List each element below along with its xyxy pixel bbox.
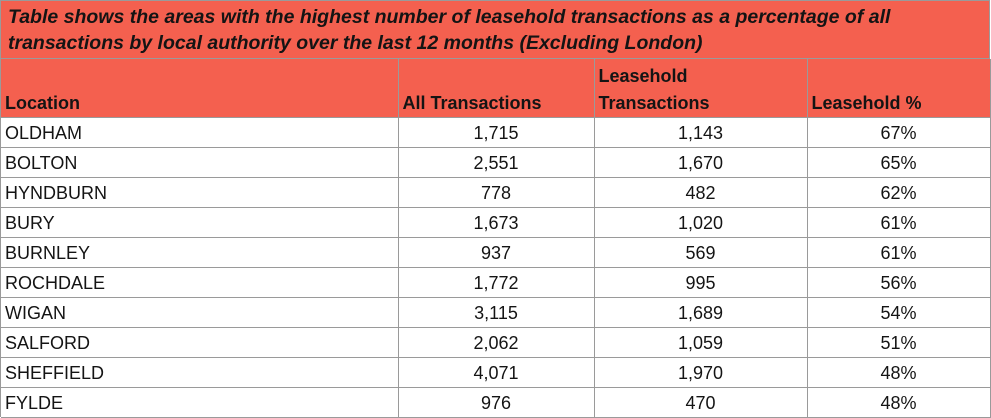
cell-location: BURY: [1, 207, 399, 238]
cell-leasehold-percent: 65%: [807, 147, 991, 178]
cell-all-transactions: 1,772: [398, 267, 595, 298]
header-all-transactions: All Transactions: [398, 59, 595, 118]
cell-all-transactions: 778: [398, 177, 595, 208]
cell-leasehold-transactions: 470: [594, 387, 808, 418]
cell-leasehold-percent: 61%: [807, 237, 991, 268]
cell-leasehold-percent: 48%: [807, 387, 991, 418]
table-row: SHEFFIELD 4,071 1,970 48%: [1, 357, 991, 388]
header-leasehold-line1: Leasehold: [598, 65, 688, 86]
header-leasehold-transactions: Leasehold Transactions: [594, 59, 808, 118]
cell-leasehold-transactions: 569: [594, 237, 808, 268]
cell-location: HYNDBURN: [1, 177, 399, 208]
cell-leasehold-transactions: 1,143: [594, 117, 808, 148]
table-row: ROCHDALE 1,772 995 56%: [1, 267, 991, 298]
cell-leasehold-transactions: 1,970: [594, 357, 808, 388]
cell-leasehold-percent: 51%: [807, 327, 991, 358]
header-leasehold-percent: Leasehold %: [807, 59, 991, 118]
cell-leasehold-transactions: 1,670: [594, 147, 808, 178]
cell-all-transactions: 937: [398, 237, 595, 268]
table-row: FYLDE 976 470 48%: [1, 387, 991, 418]
table-row: OLDHAM 1,715 1,143 67%: [1, 117, 991, 148]
cell-all-transactions: 4,071: [398, 357, 595, 388]
cell-all-transactions: 3,115: [398, 297, 595, 328]
table-row: WIGAN 3,115 1,689 54%: [1, 297, 991, 328]
cell-all-transactions: 976: [398, 387, 595, 418]
cell-location: OLDHAM: [1, 117, 399, 148]
cell-leasehold-percent: 67%: [807, 117, 991, 148]
table-row: HYNDBURN 778 482 62%: [1, 177, 991, 208]
cell-location: BURNLEY: [1, 237, 399, 268]
cell-location: SALFORD: [1, 327, 399, 358]
table-body: OLDHAM 1,715 1,143 67% BOLTON 2,551 1,67…: [1, 117, 991, 418]
cell-location: BOLTON: [1, 147, 399, 178]
cell-leasehold-transactions: 1,689: [594, 297, 808, 328]
cell-leasehold-percent: 48%: [807, 357, 991, 388]
cell-leasehold-transactions: 482: [594, 177, 808, 208]
header-leasehold-line2: Transactions: [598, 92, 710, 113]
table-row: SALFORD 2,062 1,059 51%: [1, 327, 991, 358]
cell-all-transactions: 1,673: [398, 207, 595, 238]
cell-leasehold-transactions: 995: [594, 267, 808, 298]
cell-location: WIGAN: [1, 297, 399, 328]
cell-leasehold-transactions: 1,020: [594, 207, 808, 238]
cell-all-transactions: 2,551: [398, 147, 595, 178]
cell-location: FYLDE: [1, 387, 399, 418]
table-title: Table shows the areas with the highest n…: [1, 1, 990, 59]
cell-leasehold-percent: 54%: [807, 297, 991, 328]
leasehold-table: Location All Transactions Leasehold Tran…: [1, 59, 991, 418]
header-location: Location: [1, 59, 399, 118]
cell-all-transactions: 1,715: [398, 117, 595, 148]
table-row: BURY 1,673 1,020 61%: [1, 207, 991, 238]
table-header: Location All Transactions Leasehold Tran…: [1, 59, 991, 118]
cell-location: ROCHDALE: [1, 267, 399, 298]
cell-location: SHEFFIELD: [1, 357, 399, 388]
header-row: Location All Transactions Leasehold Tran…: [1, 59, 991, 118]
table-row: BURNLEY 937 569 61%: [1, 237, 991, 268]
cell-leasehold-percent: 61%: [807, 207, 991, 238]
cell-leasehold-percent: 62%: [807, 177, 991, 208]
table-row: BOLTON 2,551 1,670 65%: [1, 147, 991, 178]
cell-all-transactions: 2,062: [398, 327, 595, 358]
cell-leasehold-transactions: 1,059: [594, 327, 808, 358]
cell-leasehold-percent: 56%: [807, 267, 991, 298]
